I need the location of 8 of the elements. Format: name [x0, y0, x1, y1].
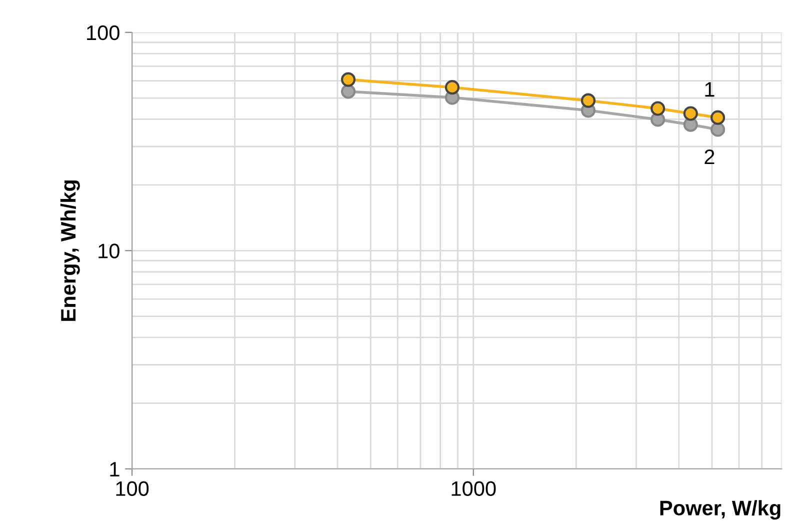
x-tick-label: 1000 — [452, 481, 496, 496]
series-label: 2 — [704, 149, 714, 164]
y-tick-label: 100 — [87, 25, 120, 40]
y-tick-label: 10 — [98, 244, 120, 258]
y-tick-label: 1 — [110, 462, 120, 476]
x-axis-title: Power, W/kg — [660, 500, 780, 520]
y-axis-title: Energy, Wh/kg — [60, 180, 80, 321]
series-label: 1 — [705, 82, 714, 97]
